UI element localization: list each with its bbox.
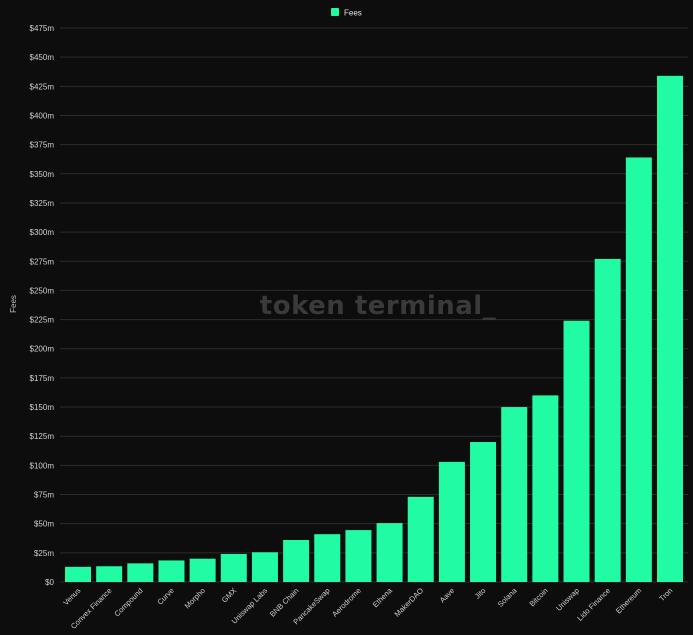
legend-swatch [331,8,339,16]
bar-jito[interactable] [470,442,497,582]
y-tick-label: $125m [30,432,55,441]
bar-bitcoin[interactable] [532,395,559,582]
bar-lido-finance[interactable] [594,258,621,582]
y-tick-label: $300m [30,228,55,237]
y-tick-label: $50m [34,520,54,529]
y-tick-label: $25m [34,549,54,558]
bar-ethereum[interactable] [625,157,652,582]
y-tick-label: $200m [30,345,55,354]
bar-bnb-chain[interactable] [283,540,310,582]
y-tick-label: $400m [30,111,55,120]
bar-makerdao[interactable] [407,496,434,582]
legend-label: Fees [344,9,362,18]
bar-convex-finance[interactable] [96,566,123,582]
y-tick-label: $100m [30,461,55,470]
y-axis-ticks: $0 $25m $50m $75m $100m $125m $150m $175m $200m $… [30,24,55,587]
bar-solana[interactable] [501,407,528,582]
bar-tron[interactable] [657,75,683,583]
y-tick-label: $450m [30,53,55,62]
bar-curve[interactable] [158,560,185,582]
bar-venus[interactable] [65,566,91,582]
bar-ethena[interactable] [376,523,403,582]
y-tick-label: $475m [30,24,55,33]
y-tick-label: $150m [30,403,55,412]
bar-uniswap-labs[interactable] [251,552,278,582]
bar-morpho[interactable] [189,558,216,582]
y-tick-label: $275m [30,257,55,266]
bar-gmx[interactable] [220,554,247,582]
watermark: token terminal_ [260,291,496,321]
bars [65,75,683,583]
y-tick-label: $225m [30,316,55,325]
y-tick-label: $350m [30,170,55,179]
bar-aerodrome[interactable] [345,530,372,582]
bar-pancakeswap[interactable] [314,534,341,582]
legend[interactable]: Fees [331,8,362,18]
y-tick-label: $375m [30,141,55,150]
y-tick-label: $0 [45,578,54,587]
y-tick-label: $425m [30,82,55,91]
bar-uniswap[interactable] [563,320,590,582]
y-tick-label: $250m [30,286,55,295]
y-tick-label: $175m [30,374,55,383]
y-tick-label: $75m [34,491,54,500]
bar-compound[interactable] [127,563,154,582]
bar-aave[interactable] [438,461,465,582]
y-axis-title: Fees [9,295,18,313]
y-tick-label: $325m [30,199,55,208]
gridlines [60,27,688,583]
